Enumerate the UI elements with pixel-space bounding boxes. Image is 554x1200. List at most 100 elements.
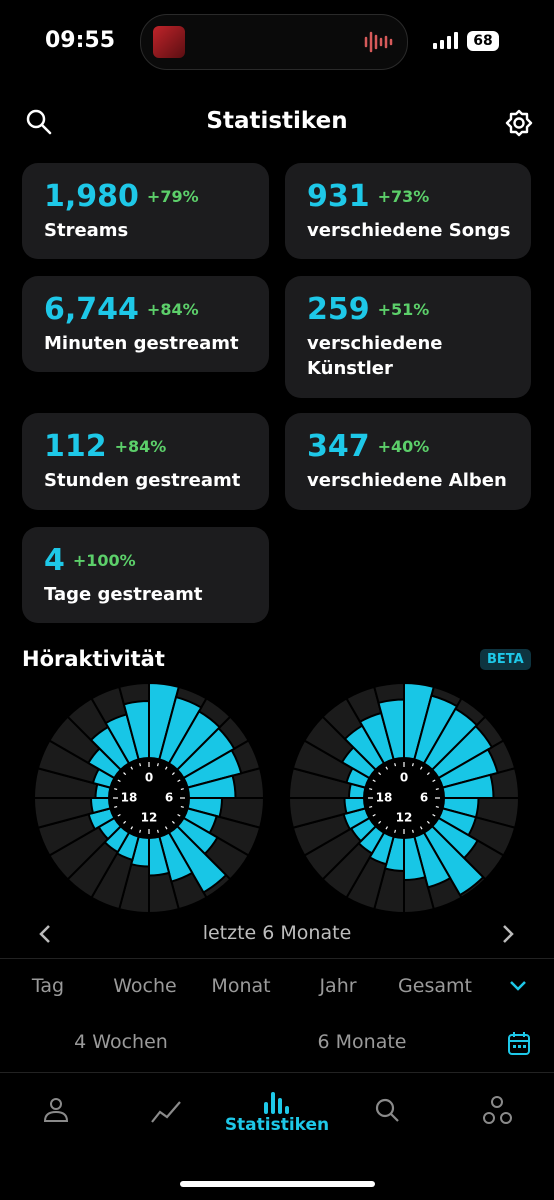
time: 09:55: [45, 28, 116, 53]
expand-button[interactable]: [508, 978, 528, 994]
hour-bar: [115, 831, 140, 862]
stat-value: 4 +100%: [44, 543, 136, 578]
clock-tick: [139, 763, 142, 767]
hour-bar: [383, 835, 405, 873]
stat-label: Minuten gestreamt: [44, 333, 239, 354]
hour-bar: [89, 797, 112, 815]
hour-bar: [148, 681, 180, 761]
audio-wave: [364, 31, 393, 53]
clock-tick: [123, 820, 127, 824]
stat-number: 259: [307, 292, 370, 327]
search-tab[interactable]: [375, 1098, 399, 1122]
stat-number: 4: [44, 543, 65, 578]
stat-change: +84%: [114, 437, 167, 456]
stat-label: Tage gestreamt: [44, 584, 203, 605]
stat-change: +73%: [377, 187, 430, 206]
clock-tick: [372, 779, 376, 783]
nav-label[interactable]: Statistiken: [224, 1115, 330, 1135]
settings-button[interactable]: [504, 108, 534, 138]
hour-bar: [186, 774, 237, 799]
hour-bar: [430, 724, 494, 780]
stat-change: +51%: [377, 300, 430, 319]
dynamic-island: [140, 14, 408, 70]
period-tab[interactable]: Tag: [31, 975, 65, 997]
clock-tick: [411, 829, 414, 833]
hour-bar: [413, 831, 452, 889]
stat-card: 931 +73% verschiedene Songs: [285, 163, 531, 259]
clock-tick: [156, 763, 159, 767]
period-tab[interactable]: Monat: [211, 975, 271, 997]
period-label: letzte 6 Monate: [202, 922, 352, 944]
stat-value: 259 +51%: [307, 292, 429, 327]
clock-tick: [117, 813, 121, 817]
clock-tick: [426, 820, 430, 824]
hour-bar: [413, 694, 459, 765]
stat-label: Streams: [44, 220, 129, 241]
hour-bar: [167, 824, 228, 894]
social-tab[interactable]: [483, 1096, 512, 1124]
search-button[interactable]: [25, 108, 53, 136]
hour-bar: [167, 710, 222, 772]
stat-label: verschiedene Alben: [307, 470, 507, 491]
hour-bar: [357, 824, 386, 855]
clock-tick: [378, 820, 382, 824]
stat-value: 1,980 +79%: [44, 179, 199, 214]
stat-change: +84%: [146, 300, 199, 319]
hour-bar: [437, 748, 499, 789]
hour-bar: [148, 835, 171, 877]
stat-number: 347: [307, 429, 370, 464]
hour-label: 12: [141, 811, 158, 825]
clock-tick: [139, 829, 142, 833]
range-option[interactable]: 6 Monate: [317, 1031, 407, 1053]
stat-card: 259 +51% verschiedene Künstler: [285, 276, 531, 398]
clock-tick: [180, 805, 184, 808]
calendar-button[interactable]: [507, 1031, 531, 1057]
hour-bar: [158, 695, 203, 765]
period-tab[interactable]: Woche: [113, 975, 177, 997]
hour-bar: [103, 824, 131, 854]
clock-tick: [378, 772, 382, 776]
clock-tick: [369, 788, 373, 791]
clock-tick: [123, 772, 127, 776]
clock-face: [365, 759, 443, 837]
clock-tick: [419, 766, 423, 770]
stat-card: 112 +84% Stunden gestreamt: [22, 413, 269, 510]
tab-bar: [43, 1092, 512, 1124]
stat-number: 6,744: [44, 292, 139, 327]
divider: [0, 958, 554, 959]
stat-label: verschiedene Künstler: [307, 333, 443, 379]
stat-card: 6,744 +84% Minuten gestreamt: [22, 276, 269, 372]
beta-badge: BETA: [480, 649, 531, 670]
divider: [0, 1072, 554, 1073]
prev-button[interactable]: [35, 922, 55, 946]
clock-tick: [130, 766, 134, 770]
stat-label: verschiedene Songs: [307, 220, 511, 241]
clock-tick: [432, 779, 436, 783]
clock-tick: [156, 829, 159, 833]
clock-tick: [369, 805, 373, 808]
stat-card: 347 +40% verschiedene Alben: [285, 413, 531, 510]
stats-tab[interactable]: [264, 1092, 289, 1114]
stat-value: 6,744 +84%: [44, 292, 199, 327]
hour-bar: [186, 797, 224, 819]
trends-tab[interactable]: [151, 1101, 181, 1123]
next-button[interactable]: [498, 922, 518, 946]
period-tab[interactable]: Jahr: [319, 975, 357, 997]
range-option[interactable]: 4 Wochen: [74, 1031, 168, 1053]
section-title: Höraktivität: [22, 647, 165, 671]
clock-tick: [117, 779, 121, 783]
hour-bar: [441, 773, 495, 799]
hour-bar: [182, 748, 243, 789]
period-tab[interactable]: Gesamt: [398, 975, 472, 997]
hour-bar: [403, 835, 427, 882]
stat-card: 4 +100% Tage gestreamt: [22, 527, 269, 623]
clock-tick: [432, 813, 436, 817]
profile-tab[interactable]: [43, 1098, 69, 1122]
clock-tick: [164, 766, 168, 770]
signal-icon: [433, 32, 458, 49]
hour-bar: [342, 807, 371, 831]
hour-bar: [377, 698, 405, 761]
stat-change: +100%: [72, 551, 136, 570]
hour-bar: [368, 831, 395, 866]
